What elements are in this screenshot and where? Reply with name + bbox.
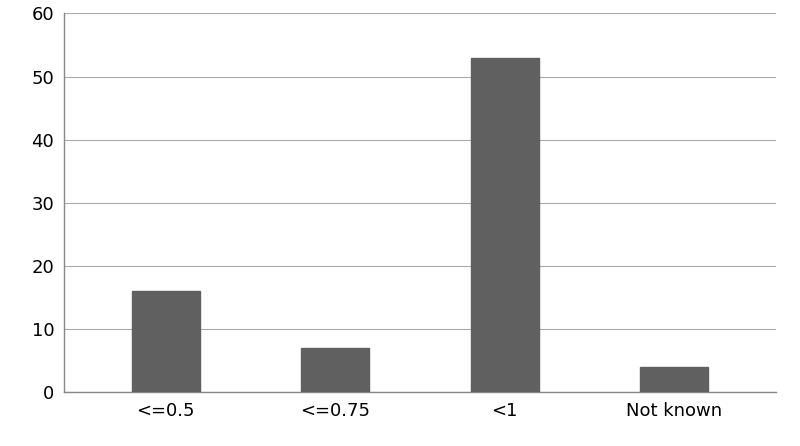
Bar: [132, 291, 200, 392]
Bar: [302, 348, 369, 392]
Bar: [640, 367, 708, 392]
Bar: [471, 58, 538, 392]
